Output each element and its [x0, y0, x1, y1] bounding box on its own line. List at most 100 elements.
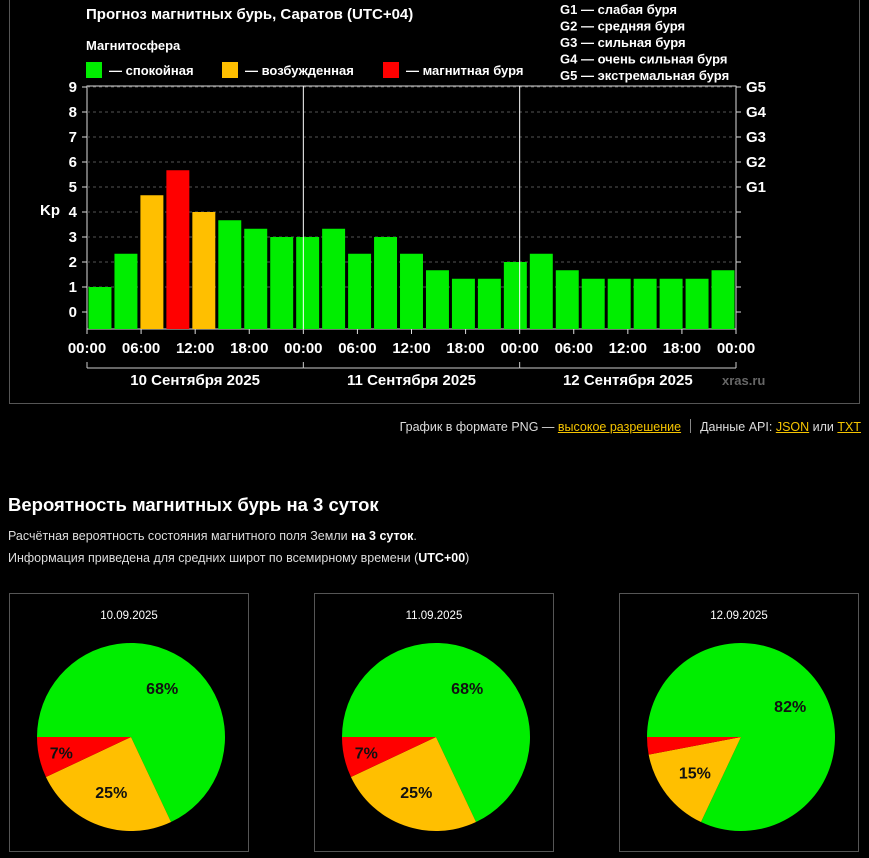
- pie-date: 11.09.2025: [405, 610, 463, 622]
- kp-bar: [529, 253, 553, 329]
- x-tick-label: 18:00: [446, 340, 484, 357]
- legend-swatch: [86, 62, 102, 78]
- legend-label: — магнитная буря: [406, 63, 523, 78]
- y-axis-label: Kp: [40, 202, 60, 219]
- x-tick-label: 12:00: [609, 340, 647, 357]
- y-tick-label: 0: [69, 304, 77, 321]
- pie-card: 12.09.2025 82% 15%: [619, 593, 859, 852]
- kp-bar: [244, 228, 268, 329]
- kp-bar: [114, 253, 138, 329]
- pie-slice-label: 25%: [95, 785, 127, 802]
- y-tick-label: 5: [69, 179, 77, 196]
- pie-date: 10.09.2025: [100, 610, 158, 622]
- pie-slice-label: 68%: [146, 681, 178, 698]
- y-tick-label: 4: [69, 204, 78, 221]
- x-tick-label: 18:00: [663, 340, 701, 357]
- day-label: 12 Сентября 2025: [563, 372, 693, 389]
- pie-slice-label: 68%: [451, 681, 483, 698]
- divider: [690, 419, 692, 433]
- hires-png-link[interactable]: высокое разрешение: [557, 420, 682, 434]
- pie-chart: 82% 15%: [647, 642, 835, 831]
- pie-slice: [37, 737, 131, 778]
- storm-level-label: G3: [746, 129, 766, 146]
- pie-slice-label: 82%: [774, 699, 806, 716]
- kp-bar: [400, 253, 423, 329]
- kp-forecast-chart: Прогноз магнитных бурь, Саратов (UTC+04)…: [9, 0, 860, 404]
- kp-bar: [374, 237, 398, 329]
- y-tick-label: 1: [69, 279, 77, 296]
- pie-slice: [647, 642, 835, 831]
- y-tick-label: 6: [69, 154, 77, 171]
- desc-text: Расчётная вероятность состояния магнитно…: [8, 529, 348, 543]
- x-tick-label: 06:00: [338, 340, 376, 357]
- pie-slice-label: 25%: [400, 785, 432, 802]
- x-tick-label: 12:00: [176, 340, 214, 357]
- api-label: Данные API:: [700, 420, 773, 434]
- plot-area: 0 1 2 3 4 5 6 7 8 9 G1 G2 G3 G4 G5 Kp 00:00 06:00 12:00 18:…: [40, 79, 767, 389]
- json-link[interactable]: JSON: [775, 420, 810, 434]
- pie-slice-label: 7%: [50, 746, 73, 763]
- y-tick-label: 9: [69, 79, 77, 96]
- note-text: Информация приведена для средних широт п…: [8, 551, 419, 565]
- day-label: 11 Сентября 2025: [347, 372, 476, 389]
- pie-chart: 68% 25% 7%: [342, 642, 530, 831]
- storm-level-label: G2: [746, 154, 766, 171]
- pie-slice: [45, 737, 172, 831]
- pie-date: 12.09.2025: [710, 610, 768, 622]
- pie-card: 11.09.2025 68% 25% 7%: [314, 593, 554, 852]
- txt-link[interactable]: TXT: [837, 420, 861, 434]
- storm-scale-item: G4 — очень сильная буря: [560, 52, 727, 67]
- x-tick-label: 06:00: [122, 340, 160, 357]
- pie-slice: [37, 642, 225, 823]
- pie-slice: [648, 737, 741, 823]
- storm-scale-item: G1 — слабая буря: [560, 2, 677, 17]
- day-label: 10 Сентября 2025: [130, 372, 260, 389]
- legend: — спокойная — возбужденная — магнитная бур…: [86, 62, 523, 78]
- kp-bar: [218, 220, 242, 329]
- kp-bar: [633, 278, 657, 329]
- kp-bar: [296, 237, 320, 329]
- storm-level-label: G4: [746, 104, 767, 121]
- pie-slice-label: 15%: [679, 766, 711, 783]
- kp-bar: [425, 270, 449, 329]
- probability-note: Информация приведена для средних широт п…: [8, 551, 469, 565]
- y-tick-label: 3: [69, 229, 77, 246]
- kp-bar: [503, 262, 527, 329]
- download-links: График в формате PNG — высокое разрешени…: [400, 419, 861, 434]
- kp-bar: [607, 278, 631, 329]
- legend-title: Магнитосфера: [86, 38, 181, 53]
- watermark: xras.ru: [722, 373, 765, 388]
- storm-scale-item: G5 — экстремальная буря: [560, 68, 729, 83]
- pie-slice: [342, 642, 530, 823]
- kp-bar: [166, 170, 190, 329]
- pie-chart: 68% 25% 7%: [37, 642, 225, 831]
- x-tick-label: 12:00: [392, 340, 430, 357]
- kp-bar: [659, 278, 683, 329]
- desc-end: .: [413, 529, 417, 543]
- x-tick-label: 00:00: [717, 340, 755, 357]
- x-tick-label: 06:00: [555, 340, 593, 357]
- kp-bar: [685, 278, 709, 329]
- kp-bar: [88, 287, 112, 329]
- x-tick-label: 00:00: [284, 340, 322, 357]
- kp-chart-svg: Прогноз магнитных бурь, Саратов (UTC+04)…: [40, 2, 767, 389]
- y-tick-label: 7: [69, 129, 77, 146]
- kp-bar: [270, 237, 294, 329]
- desc-bold: на 3 суток: [351, 529, 414, 543]
- x-tick-label: 00:00: [68, 340, 106, 357]
- probability-description: Расчётная вероятность состояния магнитно…: [8, 529, 417, 543]
- note-bold: UTC+00: [418, 551, 466, 565]
- y-tick-label: 2: [69, 254, 77, 271]
- kp-bar: [711, 270, 735, 329]
- kp-bar: [322, 228, 346, 329]
- legend-label: — спокойная: [109, 63, 194, 78]
- legend-label: — возбужденная: [245, 63, 354, 78]
- storm-level-label: G5: [746, 79, 766, 96]
- storm-scale-item: G2 — средняя буря: [560, 19, 685, 34]
- storm-scale-item: G3 — сильная буря: [560, 35, 686, 50]
- kp-bar: [581, 278, 605, 329]
- probability-heading: Вероятность магнитных бурь на 3 суток: [8, 494, 379, 515]
- kp-bar: [477, 278, 501, 329]
- x-tick-label: 00:00: [500, 340, 538, 357]
